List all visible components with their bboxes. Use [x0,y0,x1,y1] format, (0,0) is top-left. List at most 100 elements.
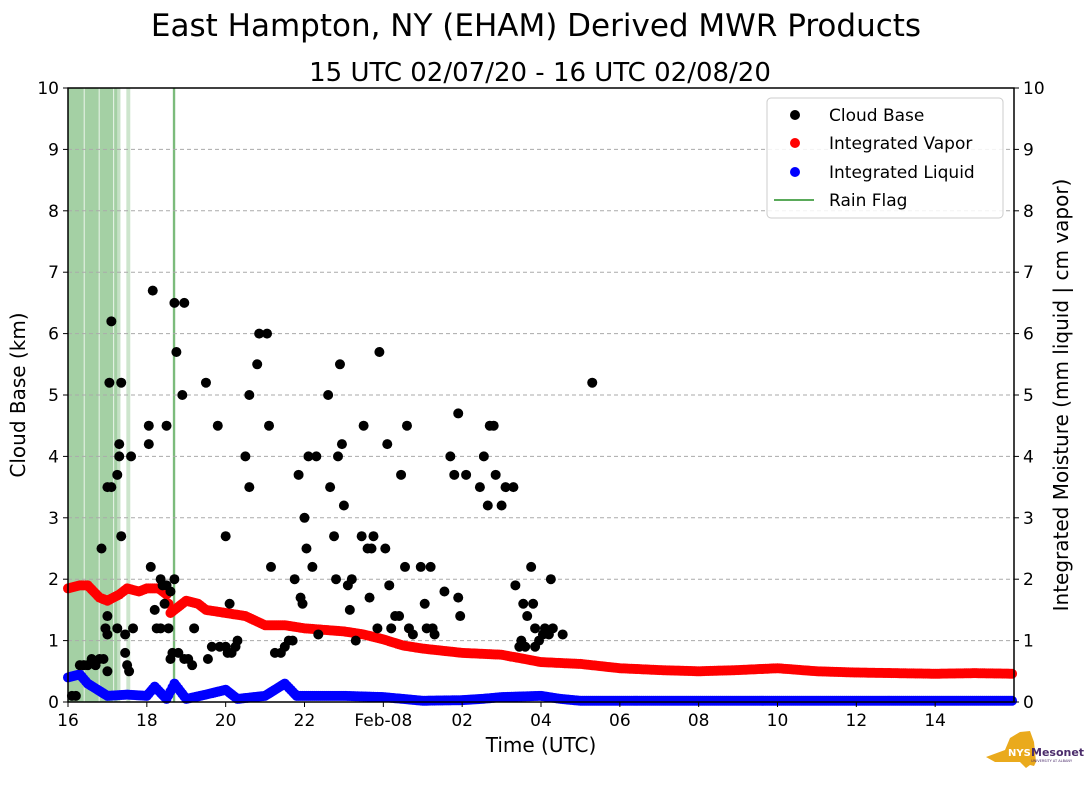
cloud-base-point [325,482,336,493]
x-tick-label: Feb-08 [354,711,412,731]
x-axis-label: Time (UTC) [485,733,597,757]
logo-nys-text: NYS [1008,748,1031,759]
integrated-liquid-point [1007,695,1018,706]
x-tick-label: 08 [688,711,710,731]
y-tick-label-right: 0 [1023,693,1034,713]
cloud-base-point [380,543,391,554]
x-tick-label: 12 [846,711,868,731]
y-tick-label-left: 6 [48,325,59,345]
integrated-liquid-series [63,669,1018,706]
cloud-base-point [155,623,166,634]
cloud-base-point [299,512,310,523]
cloud-base-point [307,561,318,572]
cloud-base-point [530,623,541,634]
cloud-base-point [96,543,107,554]
cloud-base-point [189,623,200,634]
cloud-base-point [366,543,377,554]
cloud-base-point [500,482,511,493]
cloud-base-point [303,451,314,462]
chart-title: East Hampton, NY (EHAM) Derived MWR Prod… [151,8,921,44]
cloud-base-point [518,598,529,609]
cloud-base-point [394,611,405,622]
cloud-base-point [526,561,537,572]
cloud-base-point [488,420,499,431]
y-tick-label-left: 2 [48,570,59,590]
y-tick-label-left: 4 [48,447,59,467]
cloud-base-point [482,500,493,511]
y-tick-label-right: 3 [1023,509,1034,529]
cloud-base-point [528,598,539,609]
cloud-base-point [232,635,243,646]
cloud-base-point [206,641,217,652]
cloud-base-point [386,623,397,634]
y-tick-label-right: 10 [1023,79,1045,99]
legend-label-integrated-vapor: Integrated Vapor [829,134,972,154]
cloud-base-point [116,531,127,542]
cloud-base-point [425,561,436,572]
cloud-base-point [165,586,176,597]
x-tick-label: 20 [215,711,237,731]
y-tick-label-right: 1 [1023,632,1034,652]
x-tick-label: 02 [451,711,473,731]
cloud-base-point [297,598,308,609]
cloud-base-point [453,408,464,419]
cloud-base-point [510,580,521,591]
rain-flag-span [114,88,118,702]
rain-flag-span [126,88,131,702]
x-tick-label: 22 [294,711,316,731]
cloud-base-point [179,297,190,308]
x-tick-label: 04 [530,711,552,731]
legend-marker-integrated-liquid [790,167,800,177]
cloud-base-point [547,623,558,634]
cloud-base-point [240,451,251,462]
legend: Cloud Base Integrated Vapor Integrated L… [766,97,1004,219]
cloud-base-point [368,531,379,542]
cloud-base-point [334,359,345,370]
y-tick-label-left: 8 [48,202,59,222]
legend-label-integrated-liquid: Integrated Liquid [829,163,975,183]
x-tick-label: 06 [609,711,631,731]
cloud-base-point [445,451,456,462]
cloud-base-point [490,469,501,480]
cloud-base-point [293,469,304,480]
new-york-state-shape [986,731,1036,768]
cloud-base-point [163,623,174,634]
cloud-base-point [400,561,411,572]
cloud-base-point [344,604,355,615]
cloud-base-point [244,390,255,400]
cloud-base-point [461,469,472,480]
cloud-base-point [116,377,127,388]
cloud-base-point [508,482,519,493]
cloud-base-point [313,629,324,640]
cloud-base-point [323,390,334,400]
y-axis-label-right: Integrated Moisture (mm liquid | cm vapo… [1049,179,1073,612]
x-tick-label: 16 [57,711,79,731]
cloud-base-point [98,654,109,665]
y-tick-label-left: 0 [48,693,59,713]
cloud-base-point [419,598,430,609]
cloud-base-point [311,451,322,462]
cloud-base-point [120,647,131,658]
cloud-base-point [289,574,300,585]
y-tick-label-left: 1 [48,632,59,652]
cloud-base-point [106,316,117,327]
y-tick-label-right: 4 [1023,447,1034,467]
cloud-base-point [177,390,188,400]
cloud-base-point [338,500,349,511]
y-tick-label-left: 5 [48,386,59,406]
cloud-base-point [522,611,533,622]
cloud-base-point [350,635,361,646]
x-tick-label: 18 [136,711,158,731]
cloud-base-point [545,574,556,585]
y-tick-label-right: 2 [1023,570,1034,590]
logo-mesonet-text: Mesonet [1031,746,1084,759]
cloud-base-point [374,347,385,358]
y-tick-label-left: 9 [48,140,59,160]
cloud-base-point [202,654,213,665]
cloud-base-point [212,420,223,431]
cloud-base-point [449,469,460,480]
cloud-base-point [114,451,125,462]
cloud-base-point [382,439,393,450]
cloud-base-point [252,359,263,370]
cloud-base-point [496,500,507,511]
